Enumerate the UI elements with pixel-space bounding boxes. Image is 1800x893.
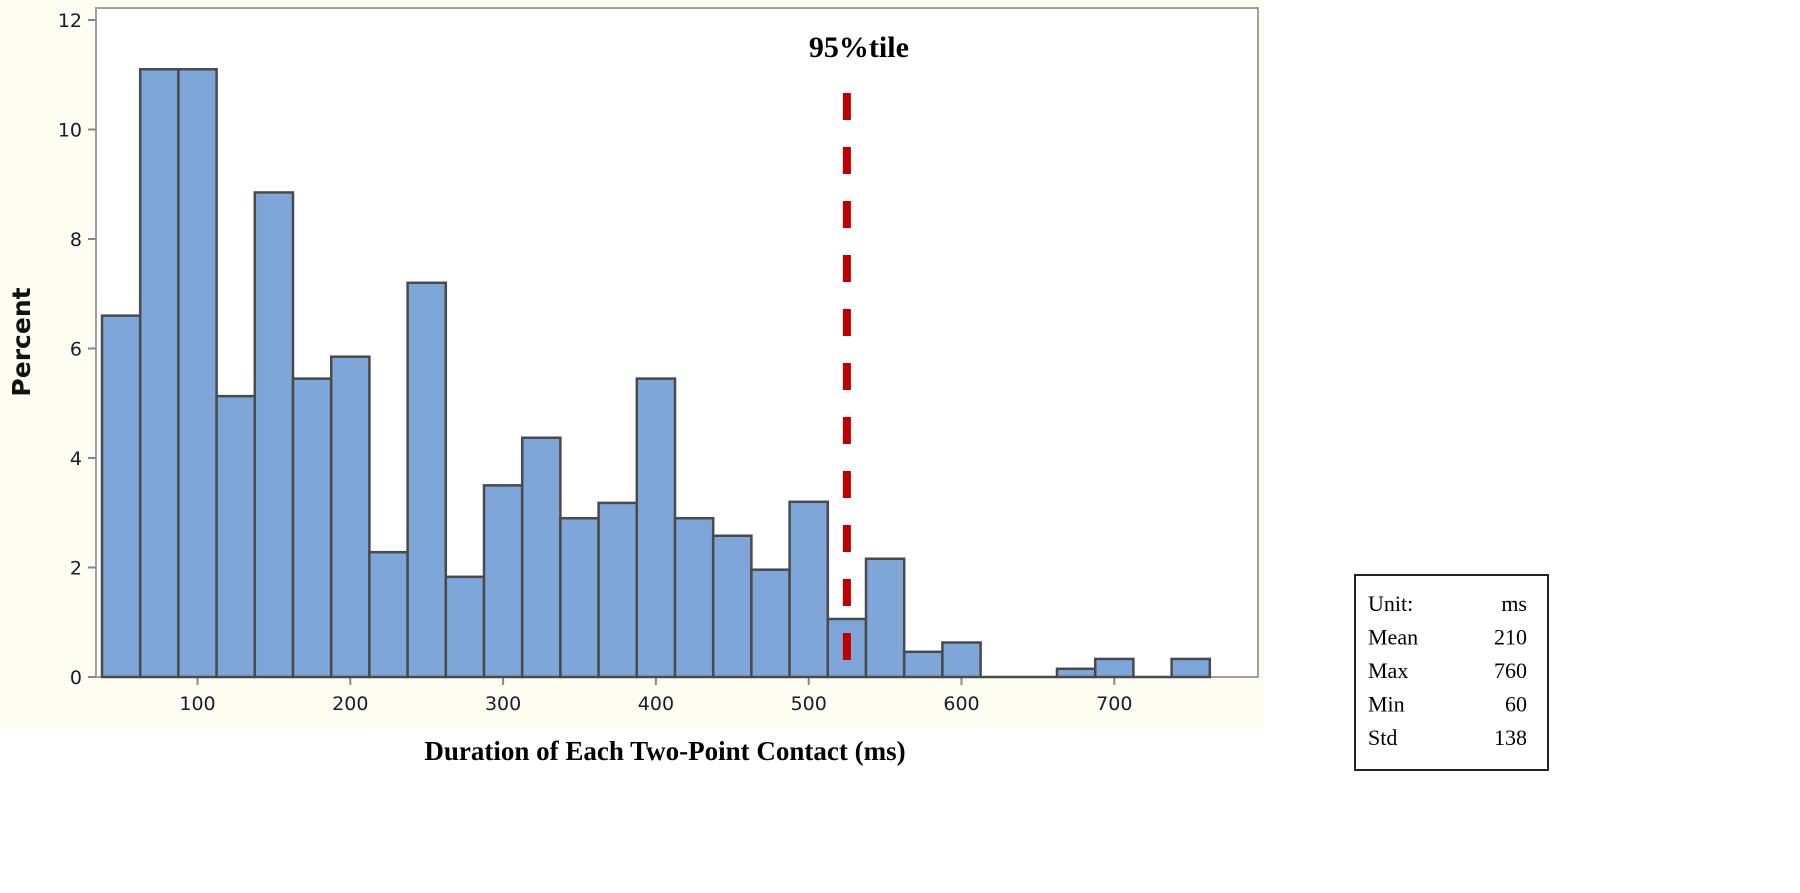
x-tick-label: 600 <box>943 693 979 715</box>
histogram-bar <box>1055 667 1097 679</box>
stats-box: Unit: ms Mean 210 Max 760 Min 60 Std 138 <box>1354 574 1549 771</box>
stats-value: 760 <box>1494 658 1527 683</box>
histogram-bar <box>1170 657 1212 679</box>
histogram-bar <box>635 377 677 679</box>
x-axis-label: Duration of Each Two-Point Contact (ms) <box>424 736 905 766</box>
histogram-bar <box>1093 657 1135 679</box>
histogram-bar <box>177 68 218 679</box>
histogram-bar <box>100 314 142 679</box>
x-label-background <box>365 728 1085 785</box>
y-tick-label: 12 <box>58 10 82 32</box>
stats-value: ms <box>1501 591 1527 616</box>
y-tick-label: 6 <box>70 339 82 361</box>
stats-value: 138 <box>1494 725 1527 750</box>
histogram-bar <box>864 557 906 679</box>
y-tick-label: 4 <box>70 448 82 470</box>
y-tick-label: 8 <box>70 229 82 251</box>
percentile-95-label: 95%tile <box>809 31 909 64</box>
y-axis-label: Percent <box>7 287 36 396</box>
histogram-bar <box>559 516 600 679</box>
x-tick-label: 300 <box>485 693 521 715</box>
y-tick-label: 10 <box>58 120 82 142</box>
histogram-bar <box>520 436 562 679</box>
bars <box>100 68 1212 679</box>
stats-label: Unit: <box>1368 591 1413 616</box>
x-tick-label: 500 <box>791 693 827 715</box>
stats-label: Std <box>1368 725 1397 750</box>
y-axis: 0 2 4 6 8 10 12 <box>58 10 96 689</box>
histogram-bar <box>291 377 333 679</box>
x-tick-label: 100 <box>179 693 215 715</box>
histogram-bar <box>711 534 753 679</box>
histogram-bar <box>215 394 257 679</box>
histogram-bar <box>902 650 944 679</box>
histogram-bar <box>482 484 524 679</box>
histogram-bar <box>673 516 715 679</box>
x-axis: 100 200 300 400 500 600 700 <box>179 677 1132 715</box>
histogram-bar <box>444 575 486 679</box>
stats-value: 210 <box>1494 625 1527 650</box>
x-tick-label: 200 <box>332 693 368 715</box>
histogram-bar <box>368 550 409 679</box>
x-tick-label: 700 <box>1096 693 1132 715</box>
histogram-bar <box>750 568 791 679</box>
histogram-bar <box>138 68 180 679</box>
stats-box-border <box>1354 574 1549 771</box>
histogram-bar <box>253 191 295 679</box>
stats-value: 60 <box>1505 692 1527 717</box>
stats-label: Mean <box>1368 625 1418 650</box>
histogram-bar <box>406 281 448 679</box>
histogram-bar <box>329 355 371 679</box>
stats-label: Min <box>1368 692 1405 717</box>
y-tick-label: 0 <box>70 667 82 689</box>
histogram-bar <box>941 641 982 679</box>
stats-label: Max <box>1368 658 1408 683</box>
y-tick-label: 2 <box>70 558 82 580</box>
x-tick-label: 400 <box>638 693 674 715</box>
histogram-bar <box>788 500 830 679</box>
histogram-bar <box>597 501 639 679</box>
